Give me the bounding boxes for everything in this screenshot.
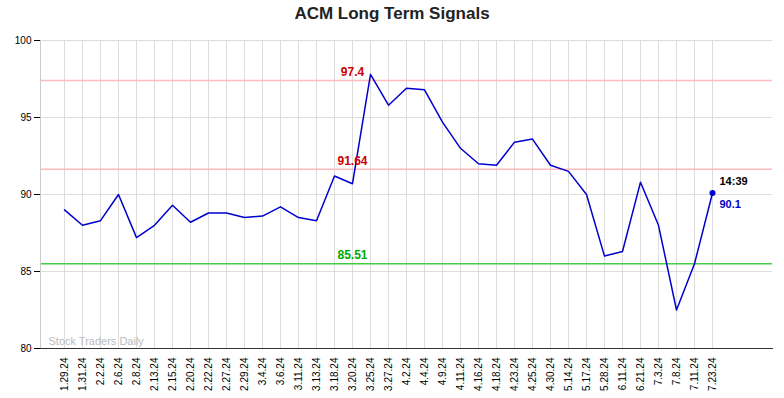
svg-text:3.18.24: 3.18.24: [329, 357, 340, 391]
svg-text:4.30.24: 4.30.24: [545, 357, 556, 391]
svg-text:100: 100: [15, 35, 32, 46]
svg-text:3.25.24: 3.25.24: [365, 357, 376, 391]
svg-text:7.8.24: 7.8.24: [671, 357, 682, 385]
svg-text:1.31.24: 1.31.24: [77, 357, 88, 391]
svg-text:3.4.24: 3.4.24: [257, 357, 268, 385]
svg-text:97.4: 97.4: [341, 65, 365, 79]
html-text:ACM Long Term Signals: ACM Long Term Signals: [294, 4, 490, 23]
svg-text:3.6.24: 3.6.24: [275, 357, 286, 385]
svg-text:7.23.24: 7.23.24: [707, 357, 718, 391]
svg-text:80: 80: [20, 343, 32, 354]
svg-text:4.25.24: 4.25.24: [527, 357, 538, 391]
svg-text:14:39: 14:39: [720, 175, 748, 187]
svg-text:2.13.24: 2.13.24: [149, 357, 160, 391]
svg-text:5.28.24: 5.28.24: [599, 357, 610, 391]
svg-text:2.8.24: 2.8.24: [131, 357, 142, 385]
svg-text:85.51: 85.51: [337, 248, 367, 262]
svg-text:90: 90: [20, 189, 32, 200]
svg-text:4.18.24: 4.18.24: [491, 357, 502, 391]
svg-text:7.11.24: 7.11.24: [689, 357, 700, 390]
svg-text:4.4.24: 4.4.24: [419, 357, 430, 385]
svg-text:6.11.24: 6.11.24: [617, 357, 628, 390]
svg-text:2.6.24: 2.6.24: [113, 357, 124, 385]
svg-text:7.3.24: 7.3.24: [653, 357, 664, 385]
svg-text:85: 85: [20, 266, 32, 277]
svg-text:4.2.24: 4.2.24: [401, 357, 412, 385]
svg-text:2.2.24: 2.2.24: [95, 357, 106, 385]
svg-text:Stock Traders Daily: Stock Traders Daily: [49, 335, 145, 347]
svg-text:95: 95: [20, 112, 32, 123]
svg-text:4.11.24: 4.11.24: [455, 357, 466, 390]
svg-text:2.22.24: 2.22.24: [203, 357, 214, 391]
svg-text:2.29.24: 2.29.24: [239, 357, 250, 391]
svg-text:3.13.24: 3.13.24: [311, 357, 322, 391]
svg-text:2.15.24: 2.15.24: [167, 357, 178, 391]
svg-text:2.20.24: 2.20.24: [185, 357, 196, 391]
svg-text:4.16.24: 4.16.24: [473, 357, 484, 391]
svg-text:4.23.24: 4.23.24: [509, 357, 520, 391]
svg-text:3.11.24: 3.11.24: [293, 357, 304, 390]
svg-text:5.17.24: 5.17.24: [581, 357, 592, 391]
svg-text:4.9.24: 4.9.24: [437, 357, 448, 385]
svg-text:5.14.24: 5.14.24: [563, 357, 574, 391]
svg-text:6.21.24: 6.21.24: [635, 357, 646, 391]
svg-text:3.27.24: 3.27.24: [383, 357, 394, 391]
svg-text:90.1: 90.1: [720, 198, 741, 210]
svg-text:1.29.24: 1.29.24: [59, 357, 70, 391]
svg-text:3.20.24: 3.20.24: [347, 357, 358, 391]
svg-text:91.64: 91.64: [337, 154, 367, 168]
svg-text:2.27.24: 2.27.24: [221, 357, 232, 391]
